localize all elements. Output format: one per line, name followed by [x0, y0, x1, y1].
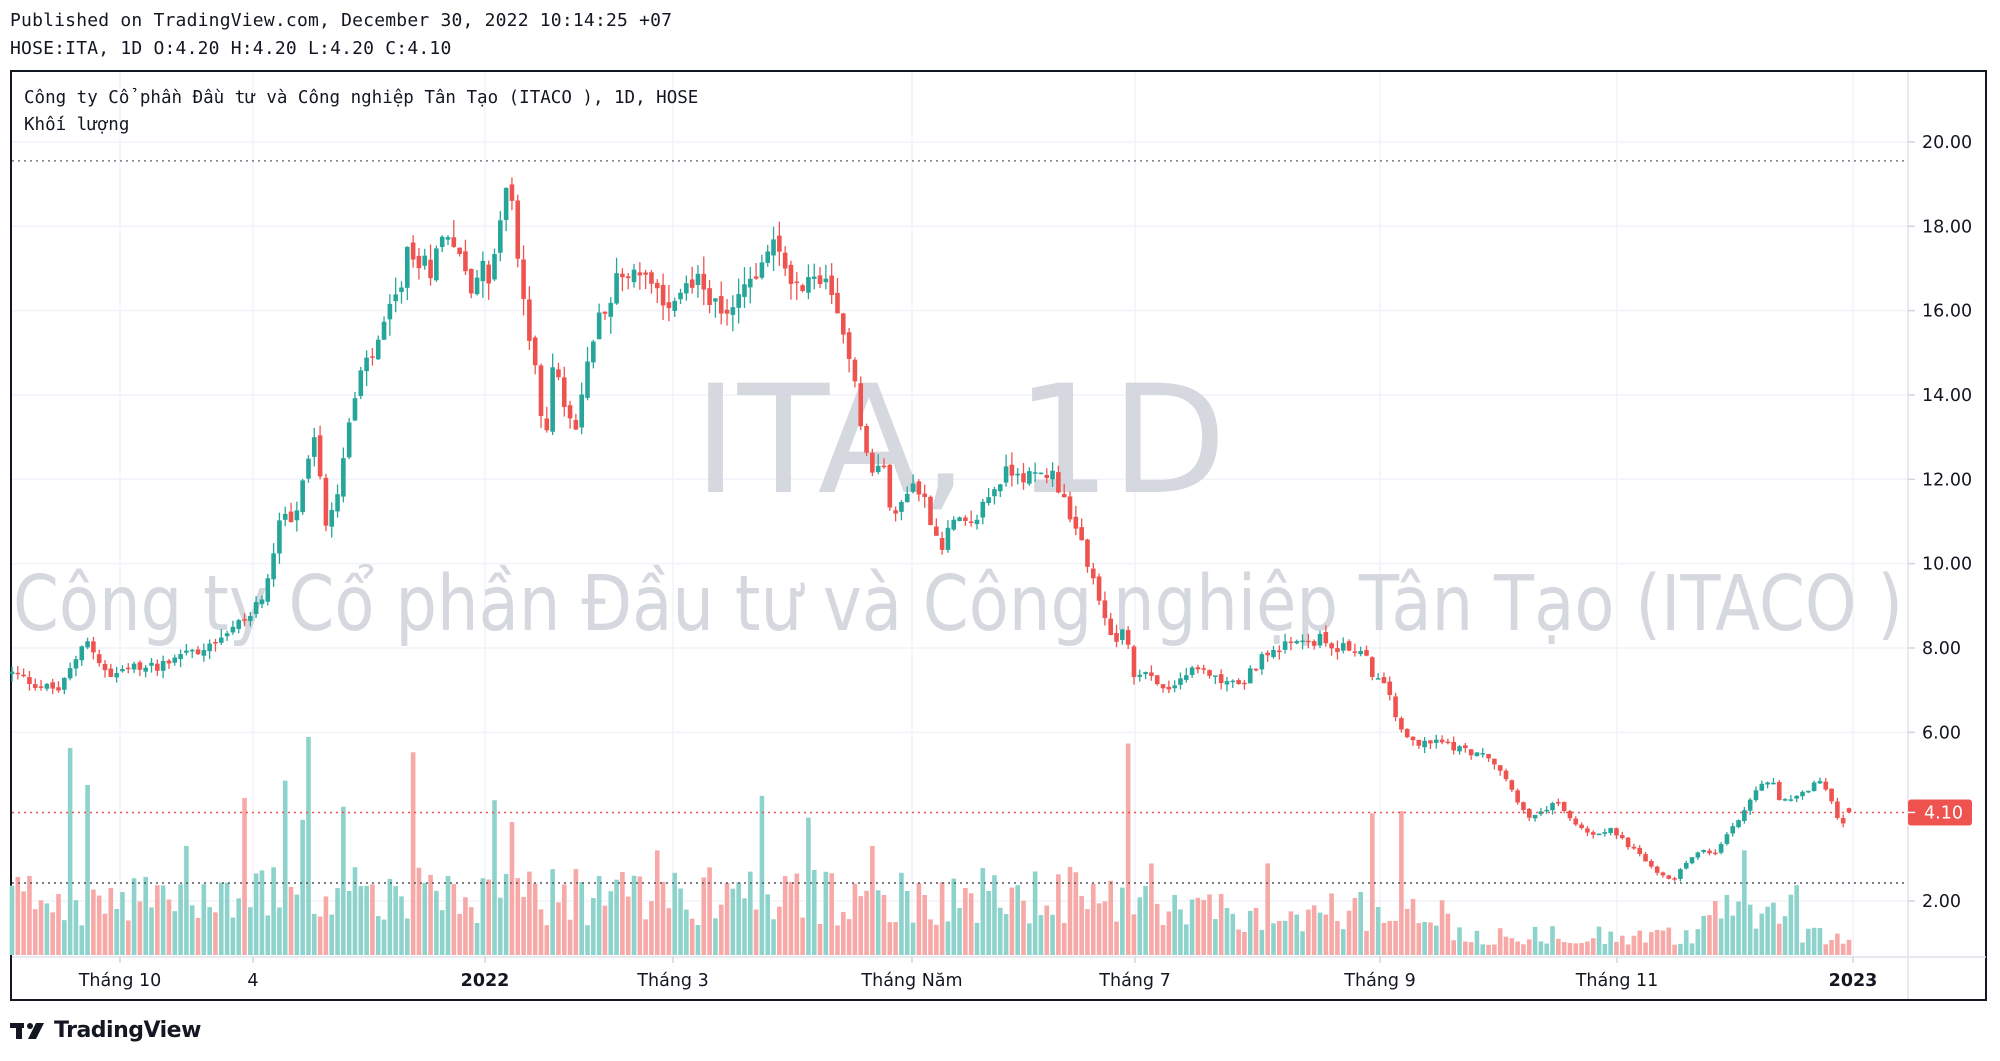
price-tick-label: 8.00 [1922, 639, 1961, 659]
time-tick-label: Tháng 11 [1575, 971, 1659, 991]
tradingview-logo-icon [10, 1022, 44, 1039]
price-tick-label: 14.00 [1922, 386, 1972, 406]
series-legend-title[interactable]: Công ty Cổ phần Đầu tư và Công nghiệp Tâ… [24, 88, 699, 108]
tradingview-logo[interactable]: TradingView [10, 1018, 201, 1043]
time-tick-label: 2022 [461, 971, 510, 991]
price-tick-label: 16.00 [1922, 302, 1972, 322]
published-timestamp: Published on TradingView.com, December 3… [10, 10, 673, 31]
watermark-symbol: ITA, 1D [693, 354, 1226, 528]
price-markers [12, 160, 1908, 884]
chart-frame [10, 70, 1987, 1001]
price-tick-label: 18.00 [1922, 217, 1972, 237]
time-axis[interactable]: Tháng 10 4 2022 Tháng 3 Tháng Năm Tháng 7 Thán… [12, 956, 1986, 991]
watermark: ITA, 1D Công ty Cổ phần Đầu tư và Công n… [13, 354, 1903, 649]
time-tick-label: Tháng Năm [860, 971, 962, 991]
time-tick-label: Tháng 3 [636, 971, 708, 991]
time-tick-label: 4 [247, 971, 258, 991]
watermark-company: Công ty Cổ phần Đầu tư và Công nghiệp Tâ… [13, 560, 1903, 649]
price-tick-label: 2.00 [1922, 892, 1961, 912]
volume-bars [9, 737, 1852, 955]
ohlc-summary: HOSE:ITA, 1D O:4.20 H:4.20 L:4.20 C:4.10 [10, 38, 452, 59]
volume-legend-title[interactable]: Khối lượng [24, 115, 130, 135]
time-tick-label: 2023 [1829, 971, 1878, 991]
price-tick-label: 10.00 [1922, 555, 1972, 575]
tradingview-logo-text: TradingView [54, 1018, 201, 1043]
price-tick-label: 6.00 [1922, 723, 1961, 743]
price-tick-label: 12.00 [1922, 470, 1972, 490]
candles [9, 177, 1852, 882]
price-axis[interactable]: 20.00 18.00 16.00 14.00 12.00 10.00 8.00 6.00 2.… [1907, 72, 1972, 999]
price-tick-label: 20.00 [1922, 133, 1972, 153]
svg-text:4.10: 4.10 [1924, 803, 1963, 823]
grid-lines [12, 72, 1908, 957]
time-tick-label: Tháng 10 [78, 971, 162, 991]
last-price-badge: 4.10 [1908, 799, 1972, 826]
time-tick-label: Tháng 7 [1098, 971, 1170, 991]
time-tick-label: Tháng 9 [1343, 971, 1415, 991]
